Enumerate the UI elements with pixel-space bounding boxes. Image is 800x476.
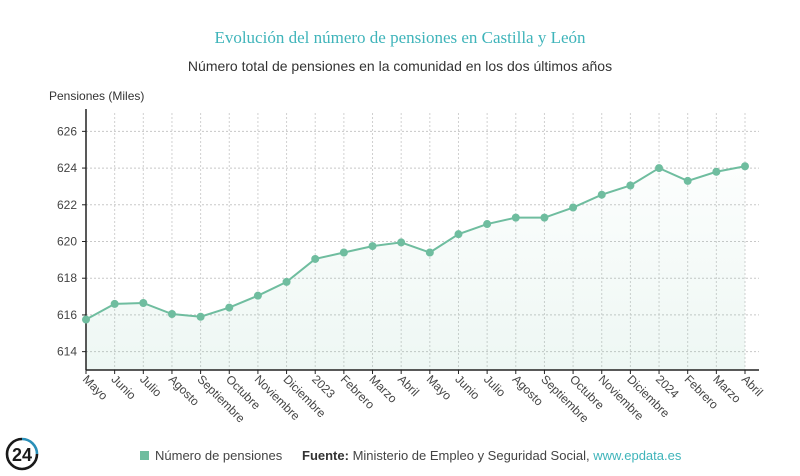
data-point	[82, 315, 90, 324]
y-axis-label: Pensiones (Miles)	[49, 89, 145, 103]
x-tick-label: Agosto	[510, 372, 547, 409]
source-text: Ministerio de Empleo y Seguridad Social,	[348, 448, 594, 463]
data-point	[397, 238, 406, 247]
data-point	[425, 248, 434, 257]
x-tick-label: Julio	[481, 372, 509, 400]
legend[interactable]: Número de pensiones	[140, 448, 282, 463]
data-point	[483, 220, 492, 229]
data-point	[597, 190, 606, 199]
axes	[82, 109, 759, 374]
data-point	[139, 298, 148, 307]
data-points	[82, 162, 749, 324]
x-tick-label: Mayo	[80, 372, 111, 403]
data-point	[626, 181, 635, 190]
data-point	[712, 167, 721, 176]
data-point	[569, 203, 578, 212]
y-tick-label: 626	[57, 124, 77, 138]
logo-text: 24	[12, 445, 32, 465]
series-line	[85, 165, 746, 321]
area-path	[86, 166, 745, 370]
data-point	[368, 242, 377, 251]
data-point	[454, 230, 463, 239]
source-label: Fuente:	[302, 448, 349, 463]
chart-title: Evolución del número de pensiones en Cas…	[214, 28, 586, 47]
y-tick-label: 620	[57, 235, 77, 249]
data-point	[110, 299, 119, 308]
y-tick-label: 622	[57, 198, 77, 212]
data-point	[311, 254, 320, 263]
data-point	[282, 277, 291, 286]
chart-subtitle: Número total de pensiones en la comunida…	[187, 58, 613, 74]
data-point	[511, 213, 520, 222]
source-link[interactable]: www.epdata.es	[593, 448, 682, 463]
x-tick-label: Mayo	[424, 372, 455, 403]
area-fill	[86, 166, 745, 370]
x-tick-label: Julio	[137, 372, 165, 400]
y-tick-label: 624	[57, 161, 77, 175]
y-tick-label: 618	[57, 271, 77, 285]
data-point	[225, 303, 234, 312]
x-tick-label: Junio	[109, 372, 139, 402]
data-point	[196, 312, 205, 321]
data-point	[540, 213, 549, 222]
legend-swatch	[140, 451, 149, 460]
y-tick-labels: 614 616 618 620 622 624 626	[57, 124, 77, 358]
data-point	[741, 162, 749, 171]
source-note: Fuente: Ministerio de Empleo y Seguridad…	[302, 448, 681, 463]
x-tick-label: Agosto	[166, 372, 203, 409]
y-tick-label: 614	[57, 345, 77, 359]
data-point	[167, 310, 176, 319]
data-point	[339, 248, 348, 257]
x-tick-label: Junio	[452, 372, 482, 402]
data-point	[253, 291, 262, 300]
data-point	[683, 176, 692, 185]
data-point	[655, 164, 664, 173]
y-tick-label: 616	[57, 308, 77, 322]
legend-label: Número de pensiones	[155, 448, 283, 463]
series-polyline	[85, 165, 746, 321]
logo-24-icon: 24	[5, 437, 39, 471]
